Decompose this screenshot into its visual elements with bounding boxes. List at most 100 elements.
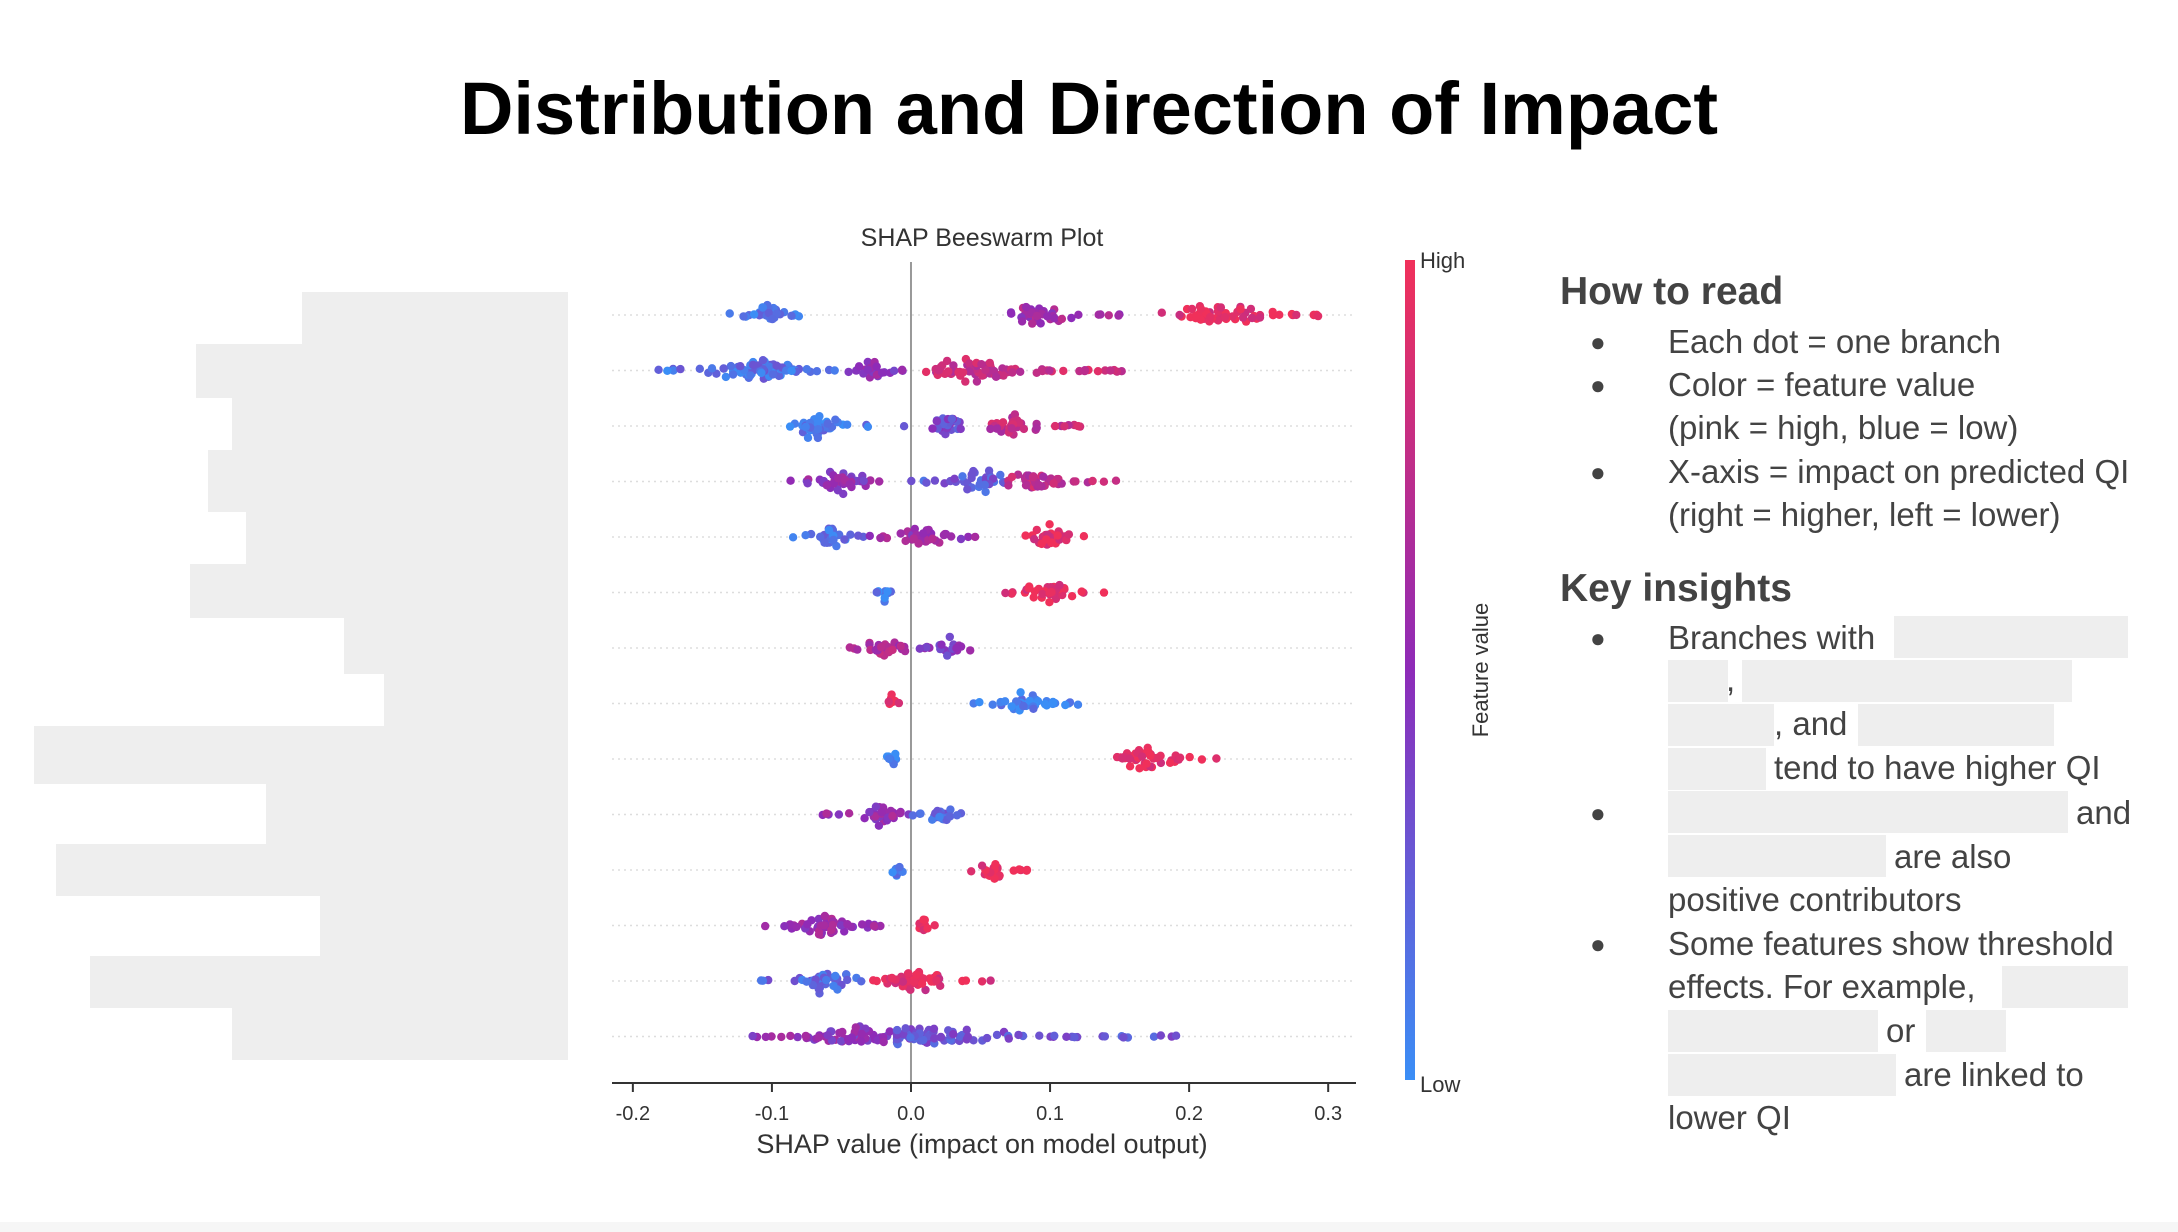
data-point xyxy=(1050,421,1060,431)
data-point xyxy=(1050,314,1059,323)
data-point xyxy=(988,700,997,709)
data-point xyxy=(928,534,937,543)
data-point xyxy=(758,976,768,985)
data-point xyxy=(904,969,913,978)
data-point xyxy=(1028,319,1037,328)
data-point xyxy=(920,915,929,925)
data-point xyxy=(813,433,823,443)
data-point xyxy=(768,314,777,324)
data-point xyxy=(965,367,974,376)
data-point xyxy=(1157,308,1167,317)
data-point xyxy=(898,365,907,374)
data-point xyxy=(892,1025,902,1035)
data-point xyxy=(1004,481,1013,490)
data-point xyxy=(1050,1031,1059,1041)
data-point xyxy=(921,367,931,377)
data-point xyxy=(812,418,822,427)
data-point xyxy=(1004,1034,1013,1043)
redacted-label-8 xyxy=(384,674,568,726)
data-point xyxy=(820,538,829,547)
data-point xyxy=(1073,700,1083,709)
data-point xyxy=(945,632,954,642)
data-point xyxy=(757,368,766,378)
data-point xyxy=(822,975,831,985)
data-point xyxy=(1029,593,1038,602)
data-point xyxy=(922,478,931,487)
data-point xyxy=(1040,699,1050,709)
data-point xyxy=(802,977,811,986)
data-point xyxy=(932,976,941,985)
data-point xyxy=(819,921,829,930)
data-point xyxy=(749,310,759,319)
data-point xyxy=(915,644,924,653)
data-point xyxy=(1007,424,1016,433)
data-point xyxy=(877,808,886,817)
data-point xyxy=(883,587,892,596)
data-point xyxy=(958,472,967,481)
data-point xyxy=(1099,477,1109,486)
data-point xyxy=(980,480,989,490)
redacted-label-7 xyxy=(344,618,568,674)
data-point xyxy=(1048,699,1058,708)
data-point xyxy=(967,867,976,876)
row-guides xyxy=(612,314,1356,1038)
data-point xyxy=(1019,424,1029,434)
data-point xyxy=(952,811,962,820)
data-point xyxy=(1175,753,1185,762)
dots xyxy=(654,300,1323,1049)
data-point xyxy=(1238,313,1248,322)
data-point xyxy=(896,641,905,651)
data-point xyxy=(965,359,974,368)
data-point xyxy=(1149,1032,1159,1041)
data-point xyxy=(1049,479,1058,488)
data-point xyxy=(854,362,864,371)
data-point xyxy=(943,651,952,660)
data-point xyxy=(1045,598,1054,607)
data-point xyxy=(866,476,875,485)
data-point xyxy=(906,1033,915,1042)
data-point xyxy=(721,372,731,382)
data-point xyxy=(1187,304,1197,314)
data-point xyxy=(1292,310,1301,320)
data-point xyxy=(887,973,897,983)
data-point xyxy=(1096,310,1105,319)
data-point xyxy=(1118,754,1127,763)
data-point xyxy=(1275,310,1284,319)
data-point xyxy=(930,1034,939,1043)
data-point xyxy=(1016,367,1025,376)
data-point xyxy=(1067,313,1076,323)
data-point xyxy=(887,690,896,699)
data-point xyxy=(803,479,812,488)
data-point xyxy=(884,754,894,763)
x-tick-label: 0.3 xyxy=(1314,1103,1342,1125)
redacted-label-11 xyxy=(56,844,568,896)
data-point xyxy=(962,1025,971,1035)
data-point xyxy=(898,977,908,986)
data-point xyxy=(1119,1033,1128,1042)
data-point xyxy=(984,466,994,475)
data-point xyxy=(860,814,869,823)
data-point xyxy=(1196,304,1206,313)
data-point xyxy=(1062,1032,1071,1042)
data-point xyxy=(896,529,905,538)
data-point xyxy=(1039,472,1048,481)
data-point xyxy=(998,418,1008,427)
data-point xyxy=(985,358,994,368)
data-point xyxy=(823,419,832,428)
data-point xyxy=(944,367,953,376)
data-point xyxy=(663,366,672,375)
data-point xyxy=(1268,307,1277,317)
redacted-label-2 xyxy=(196,344,568,398)
data-point xyxy=(1236,304,1245,314)
data-point xyxy=(863,365,872,374)
data-point xyxy=(1212,754,1221,763)
data-point xyxy=(970,532,980,542)
data-point xyxy=(654,365,663,374)
data-point xyxy=(961,976,971,985)
data-point xyxy=(879,1037,888,1047)
data-point xyxy=(972,377,982,386)
data-point xyxy=(787,366,796,376)
data-point xyxy=(758,356,768,365)
redacted-label-3 xyxy=(232,398,568,452)
data-point xyxy=(992,424,1001,433)
